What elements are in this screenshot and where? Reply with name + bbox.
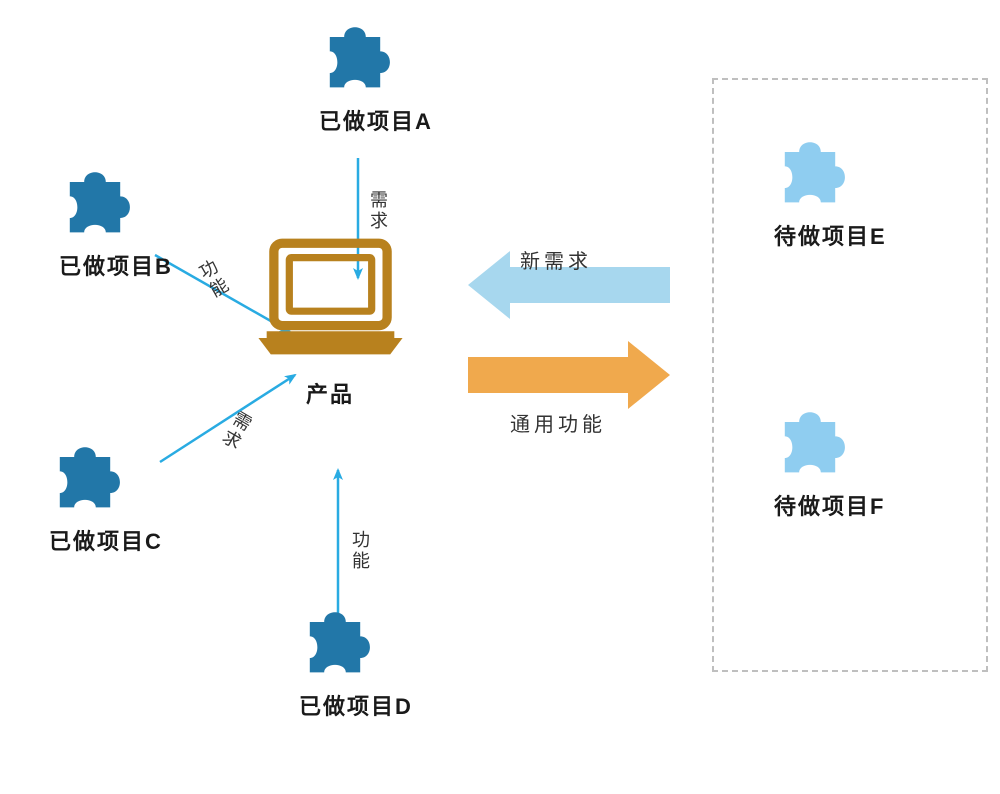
node-B: 已做项目B: [59, 164, 131, 281]
puzzle-icon: [319, 19, 391, 96]
big-arrow-label-bigR: 通用功能: [510, 408, 606, 437]
node-A: 已做项目A: [319, 19, 391, 136]
node-P: 产品: [248, 235, 413, 409]
node-C: 已做项目C: [49, 439, 121, 556]
edge-label-eB: 功能: [196, 256, 232, 301]
puzzle-icon: [59, 164, 131, 241]
puzzle-icon: [49, 439, 121, 516]
puzzle-icon: [774, 134, 846, 211]
pending-projects-box: [712, 78, 988, 672]
node-label-A: 已做项目A: [319, 104, 391, 136]
laptop-icon: [248, 235, 413, 369]
node-label-E: 待做项目E: [774, 219, 846, 251]
big-arrow-label-bigL: 新需求: [520, 245, 592, 274]
node-label-D: 已做项目D: [299, 689, 371, 721]
edge-label-eA: 需求: [370, 190, 388, 231]
node-label-P: 产品: [248, 377, 413, 409]
big-arrow-bigR: [468, 341, 670, 409]
node-E: 待做项目E: [774, 134, 846, 251]
node-D: 已做项目D: [299, 604, 371, 721]
edge-label-eD: 功能: [352, 530, 370, 571]
edge-label-eC: 需求: [219, 408, 255, 453]
big-arrows-group: [468, 251, 670, 409]
node-F: 待做项目F: [774, 404, 846, 521]
node-label-F: 待做项目F: [774, 489, 846, 521]
node-label-C: 已做项目C: [49, 524, 121, 556]
node-label-B: 已做项目B: [59, 249, 131, 281]
puzzle-icon: [774, 404, 846, 481]
puzzle-icon: [299, 604, 371, 681]
